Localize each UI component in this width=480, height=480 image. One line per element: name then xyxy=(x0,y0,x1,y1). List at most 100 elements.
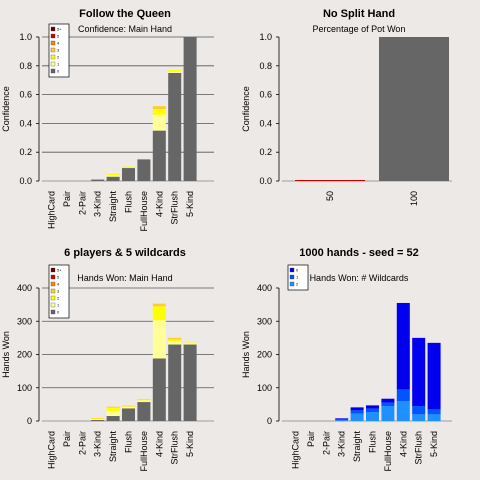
bar-segment xyxy=(366,405,379,409)
chart-title: 1000 hands - seed = 52 xyxy=(299,247,419,259)
y-tick-label: 0.6 xyxy=(19,90,32,100)
x-tick-label: HighCard xyxy=(291,431,301,469)
x-tick-label: 4-Kind xyxy=(398,431,408,457)
bar-segment xyxy=(122,405,135,407)
bar-segment xyxy=(335,420,349,421)
legend-swatch xyxy=(50,40,56,46)
y-tick-label: 0.2 xyxy=(259,147,272,157)
x-tick-label: Flush xyxy=(368,431,378,453)
legend-label: 3 xyxy=(57,48,60,53)
legend: 5+ 5 4 3 2 1 0 xyxy=(48,23,70,78)
y-tick-label: 0 xyxy=(27,416,32,426)
legend-swatch xyxy=(289,267,295,273)
y-axis-label: Hands Won xyxy=(241,331,251,378)
y-tick-label: 400 xyxy=(257,283,272,293)
x-tick-label: Pair xyxy=(62,431,72,447)
bar-segment xyxy=(91,419,105,421)
x-tick-label: 5-Kind xyxy=(185,431,195,457)
bar-segment xyxy=(137,159,151,181)
y-tick-label: 200 xyxy=(17,350,32,360)
legend-swatch xyxy=(50,54,56,60)
legend-swatch xyxy=(50,26,56,32)
bar-segment xyxy=(168,341,182,345)
bar-segment xyxy=(137,399,151,401)
legend-swatch xyxy=(50,281,56,287)
y-tick-label: 0 xyxy=(267,416,272,426)
bar-segment xyxy=(168,344,182,421)
chart-title: Follow the Queen xyxy=(79,8,171,20)
legend-swatch xyxy=(50,68,56,74)
x-tick-label: 3-Kind xyxy=(337,431,347,457)
bar-segment xyxy=(350,410,364,414)
legend-label: 0 xyxy=(57,310,60,315)
x-tick-label: Flush xyxy=(124,191,134,213)
legend-swatch xyxy=(289,274,295,280)
bar-segment xyxy=(122,406,135,409)
legend-label: 0 xyxy=(57,69,60,74)
bar-segment xyxy=(168,339,182,342)
chart-panel-1: Follow the Queen Confidence: Main Hand 0.0… xyxy=(1,8,214,232)
bar-segment xyxy=(106,175,120,177)
legend-label: 1 xyxy=(57,62,60,67)
x-tick-label: 4-Kind xyxy=(154,431,164,457)
x-tick-label: StrFlush xyxy=(414,431,424,465)
legend-label: 2 xyxy=(57,296,60,301)
bar-segment xyxy=(152,320,166,359)
chart-subtitle: Hands Won: # Wildcards xyxy=(310,273,409,283)
x-tick-label: HighCard xyxy=(47,431,57,469)
y-tick-label: 0.2 xyxy=(19,147,32,157)
bar-segment xyxy=(381,398,395,403)
x-tick-label: FullHouse xyxy=(139,191,149,232)
x-tick-label: FullHouse xyxy=(139,431,149,472)
y-tick-label: 0.8 xyxy=(259,61,272,71)
y-tick-label: 100 xyxy=(257,383,272,393)
y-tick-label: 1.0 xyxy=(19,32,32,42)
y-tick-label: 0.4 xyxy=(259,118,272,128)
x-tick-label: 5-Kind xyxy=(429,431,439,457)
bar-segment xyxy=(335,419,349,421)
x-tick-label: StrFlush xyxy=(170,191,180,225)
legend-label: 5+ xyxy=(57,27,62,32)
y-tick-label: 300 xyxy=(257,316,272,326)
chart-panel-4: 1000 hands - seed = 52 Hands Won: # Wildc… xyxy=(241,247,452,472)
chart-subtitle: Confidence: Main Hand xyxy=(78,24,172,34)
bar-segment xyxy=(106,176,120,181)
legend-label: 2 xyxy=(296,282,299,287)
x-tick-label: Straight xyxy=(352,431,362,463)
x-tick-label: 3-Kind xyxy=(93,431,103,457)
y-tick-label: 100 xyxy=(17,383,32,393)
y-tick-label: 200 xyxy=(257,350,272,360)
bar-segment xyxy=(91,418,105,420)
bar-segment xyxy=(152,130,166,181)
y-axis-label: Confidence xyxy=(241,86,251,132)
legend-label: 5+ xyxy=(57,268,62,273)
chart-panel-2: No Split Hand Percentage of Pot Won 0.0 0.2… xyxy=(241,8,452,206)
legend: 0 1 2 xyxy=(287,264,309,291)
legend-label: 2 xyxy=(57,55,60,60)
bar-segment xyxy=(152,306,166,321)
bar-segment xyxy=(183,343,197,345)
y-tick-label: 0.0 xyxy=(259,176,272,186)
legend-label: 0 xyxy=(296,268,299,273)
x-tick-label: 4-Kind xyxy=(154,191,164,217)
legend-label: 4 xyxy=(57,282,60,287)
legend-label: 1 xyxy=(296,275,299,280)
bar-segment xyxy=(91,420,105,421)
legend-swatch xyxy=(289,281,295,287)
legend: 5+ 5 4 3 2 1 0 xyxy=(48,264,70,319)
y-tick-label: 300 xyxy=(17,316,32,326)
y-axis-label: Hands Won xyxy=(1,331,11,378)
bar-segment xyxy=(91,179,105,181)
x-tick-label: 2-Pair xyxy=(321,431,331,455)
bar-segment xyxy=(412,337,426,407)
bar-segment xyxy=(152,109,166,115)
bar-segment xyxy=(381,402,395,407)
bar-segment xyxy=(137,399,151,400)
bar-segment xyxy=(168,337,182,340)
legend-label: 5 xyxy=(57,34,60,39)
legend-swatch xyxy=(50,33,56,39)
legend-swatch xyxy=(50,295,56,301)
bar-segment xyxy=(183,342,197,344)
bar-segment xyxy=(91,418,105,419)
